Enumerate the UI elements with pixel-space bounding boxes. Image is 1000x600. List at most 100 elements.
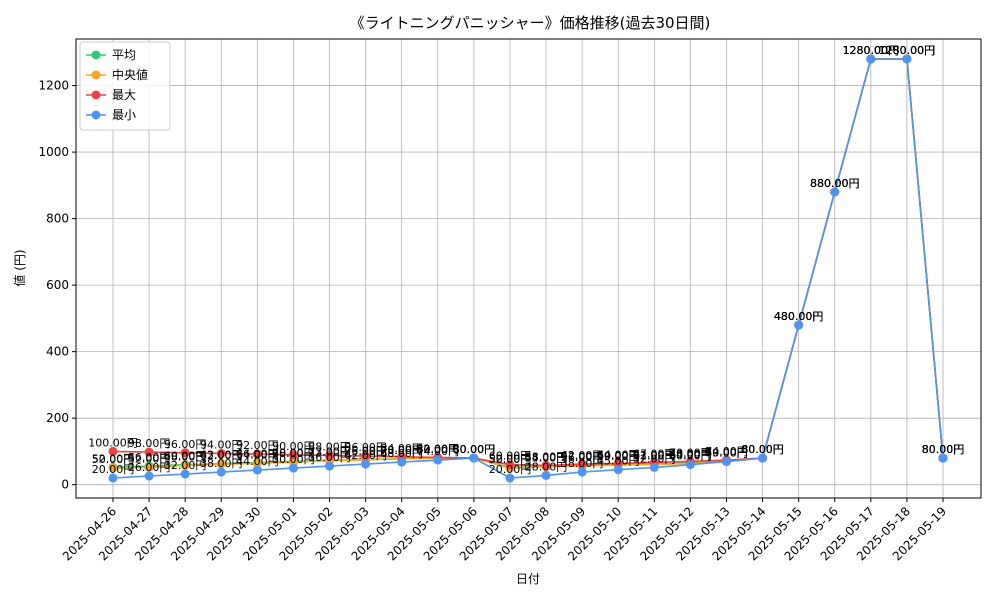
series-layer xyxy=(108,54,948,483)
data-label: 56.00円 xyxy=(308,451,351,464)
data-label: 84.00円 xyxy=(380,442,423,455)
data-label: 26.00円 xyxy=(128,461,171,474)
data-label: 60.00円 xyxy=(164,450,207,463)
data-label: 68.00円 xyxy=(272,447,315,460)
data-point xyxy=(325,450,335,460)
data-label: 59.00円 xyxy=(597,450,640,463)
data-label: 52.00円 xyxy=(128,452,171,465)
data-point xyxy=(361,451,371,461)
data-label: 1280.00円 xyxy=(843,44,900,57)
data-label: 64.00円 xyxy=(597,448,640,461)
data-label: 74.00円 xyxy=(705,445,748,458)
data-label: 56.00円 xyxy=(128,451,171,464)
y-tick-label: 0 xyxy=(61,478,69,492)
y-tick-label: 1200 xyxy=(38,79,69,93)
data-label: 50.00円 xyxy=(489,453,532,466)
data-label: 96.00円 xyxy=(164,438,207,451)
series-line xyxy=(112,58,944,467)
y-tick-label: 200 xyxy=(46,411,69,425)
data-point xyxy=(144,462,154,472)
data-label: 57.00円 xyxy=(561,451,604,464)
data-point xyxy=(577,459,587,469)
data-label: 880.00円 xyxy=(810,177,860,190)
data-point xyxy=(866,54,876,64)
data-label: 67.00円 xyxy=(633,447,676,460)
data-label: 62.00円 xyxy=(200,449,243,462)
legend-box xyxy=(79,41,171,131)
data-label: 78.00円 xyxy=(380,444,423,457)
legend-item: 平均 xyxy=(86,48,136,62)
chart-title: 《ライトニングパニッシャー》価格推移(過去30日間) xyxy=(350,14,711,32)
data-point xyxy=(830,187,840,197)
data-label: 60.00円 xyxy=(489,450,532,463)
data-label: 80.00円 xyxy=(453,443,496,456)
data-label: 66.00円 xyxy=(236,448,279,461)
data-label: 69.00円 xyxy=(705,447,748,460)
data-label: 20.00円 xyxy=(92,463,135,476)
data-label: 73.00円 xyxy=(308,445,351,458)
data-point xyxy=(252,465,262,475)
legend-label: 平均 xyxy=(112,48,136,62)
data-label: 80.00円 xyxy=(417,443,460,456)
data-labels: 52.00円56.00円60.00円63.00円66.00円70.00円73.0… xyxy=(88,44,964,476)
data-point xyxy=(216,467,226,477)
data-point xyxy=(469,453,479,463)
legend-marker xyxy=(91,110,101,120)
data-label: 78.00円 xyxy=(380,444,423,457)
legend-item: 最小 xyxy=(86,108,136,122)
data-label: 1280.00円 xyxy=(879,44,936,57)
data-label: 74.00円 xyxy=(417,445,460,458)
data-label: 65.00円 xyxy=(669,448,712,461)
data-point xyxy=(180,448,190,458)
series-3 xyxy=(108,54,948,483)
data-label: 50.00円 xyxy=(272,453,315,466)
data-label: 92.00円 xyxy=(236,439,279,452)
data-label: 880.00円 xyxy=(810,177,860,190)
data-label: 58.00円 xyxy=(164,450,207,463)
data-label: 98.00円 xyxy=(128,437,171,450)
legend-item: 最大 xyxy=(86,88,136,102)
data-label: 70.00円 xyxy=(669,446,712,459)
data-label: 480.00円 xyxy=(774,310,824,323)
data-point xyxy=(216,459,226,469)
data-point xyxy=(108,463,118,473)
data-label: 54.00円 xyxy=(525,452,568,465)
data-label: 62.00円 xyxy=(344,449,387,462)
series-line xyxy=(112,58,944,469)
data-label: 44.00円 xyxy=(236,455,279,468)
legend-label: 最大 xyxy=(112,88,136,102)
data-label: 80.00円 xyxy=(741,443,784,456)
data-label: 880.00円 xyxy=(810,177,860,190)
data-label: 20.00円 xyxy=(489,463,532,476)
data-point xyxy=(938,453,948,463)
legend-label: 最小 xyxy=(112,108,136,122)
data-label: 72.00円 xyxy=(308,446,351,459)
legend-marker xyxy=(91,90,101,100)
data-point xyxy=(252,449,262,459)
data-point xyxy=(144,471,154,481)
data-point xyxy=(144,447,154,457)
data-label: 62.00円 xyxy=(561,449,604,462)
x-axis-ticks: 2025-04-262025-04-272025-04-282025-04-29… xyxy=(60,498,949,563)
data-label: 52.00円 xyxy=(489,452,532,465)
data-label: 1280.00円 xyxy=(843,44,900,57)
data-label: 60.00円 xyxy=(597,450,640,463)
data-point xyxy=(505,460,515,470)
data-label: 38.00円 xyxy=(200,457,243,470)
data-label: 480.00円 xyxy=(774,310,824,323)
data-label: 61.00円 xyxy=(633,449,676,462)
data-label: 28.00円 xyxy=(525,460,568,473)
data-point xyxy=(433,455,443,465)
data-label: 80.00円 xyxy=(741,443,784,456)
data-point xyxy=(721,456,731,466)
data-label: 94.00円 xyxy=(200,438,243,451)
data-point xyxy=(288,450,298,460)
data-label: 64.00円 xyxy=(669,448,712,461)
data-label: 63.00円 xyxy=(200,449,243,462)
data-label: 480.00円 xyxy=(774,310,824,323)
data-label: 70.00円 xyxy=(705,446,748,459)
legend-marker xyxy=(91,70,101,80)
series-2 xyxy=(108,54,948,470)
data-point xyxy=(577,467,587,477)
